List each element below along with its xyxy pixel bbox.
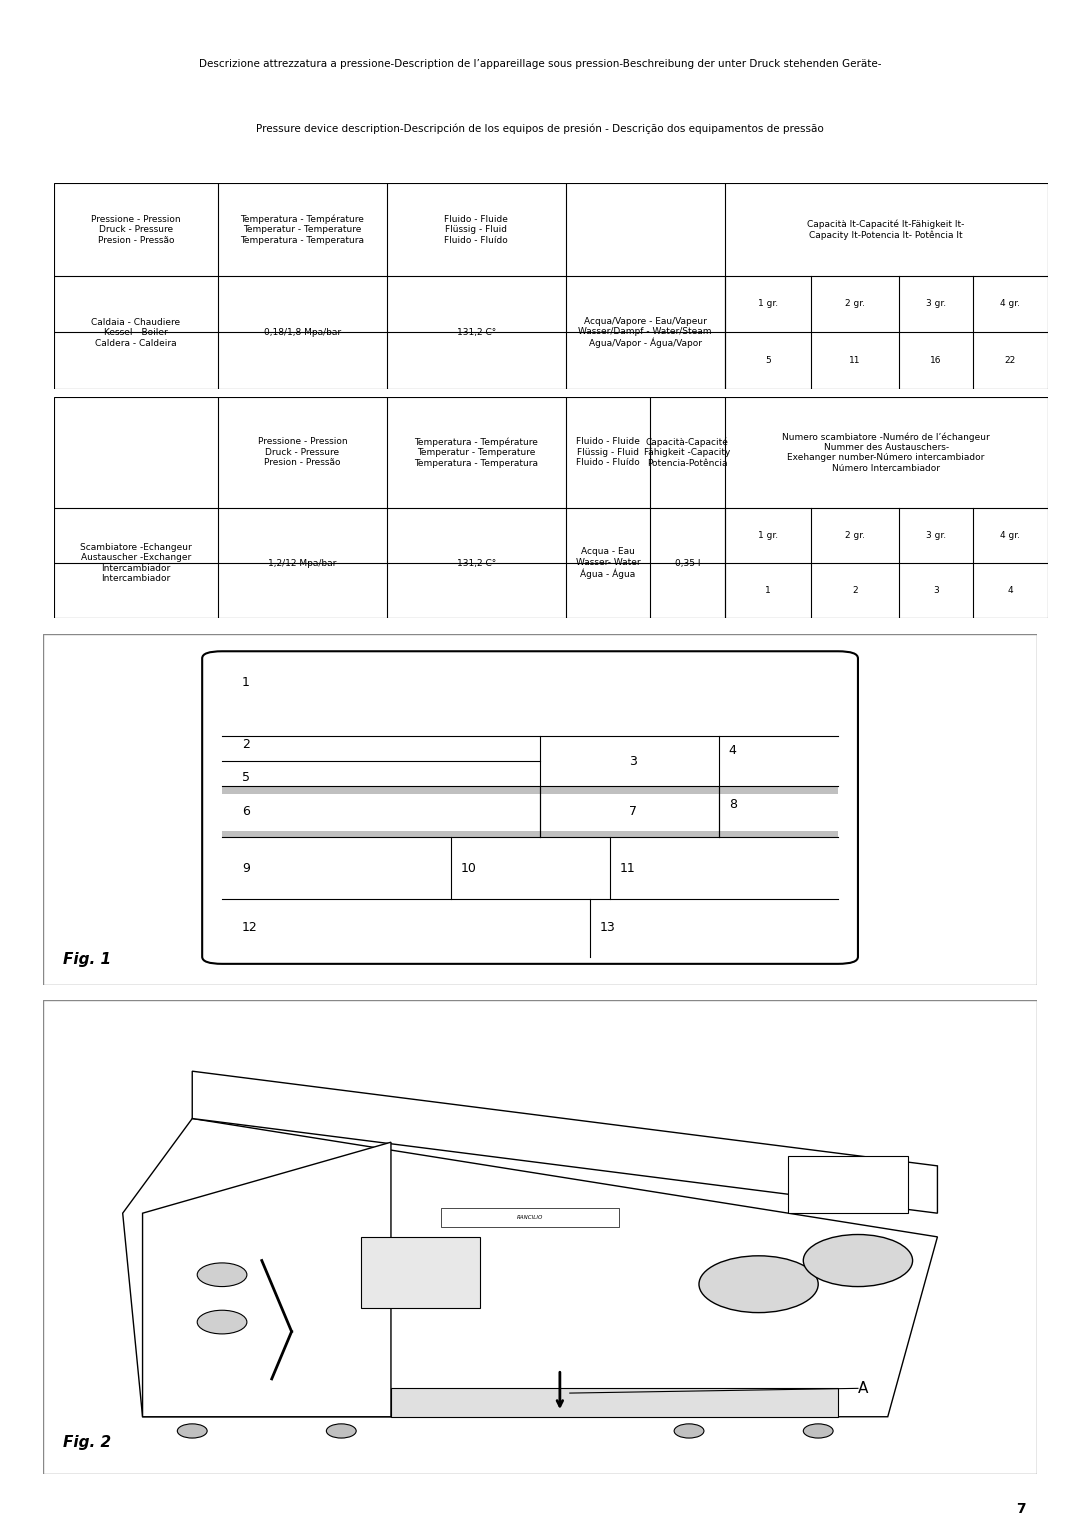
Text: Acqua/Vapore - Eau/Vapeur
Wasser/Dampf - Water/Steam
Agua/Vapor - Água/Vapor: Acqua/Vapore - Eau/Vapeur Wasser/Dampf -…: [579, 318, 712, 348]
Text: 4 gr.: 4 gr.: [1000, 531, 1021, 541]
Bar: [361, 1237, 481, 1307]
Text: Fluido - Fluide
Flüssig - Fluid
Fluido - Fluído: Fluido - Fluide Flüssig - Fluid Fluido -…: [444, 215, 509, 244]
Text: 1 gr.: 1 gr.: [758, 531, 778, 541]
Text: 131,2 C°: 131,2 C°: [457, 559, 496, 568]
Text: Capacità lt-Capacité lt-Fähigkeit lt-
Capacity lt-Potencia lt- Potência lt: Capacità lt-Capacité lt-Fähigkeit lt- Ca…: [808, 220, 964, 240]
Bar: [441, 1208, 620, 1228]
Text: 22: 22: [1004, 356, 1016, 365]
Text: 7: 7: [630, 805, 637, 818]
Text: Fluido - Fluide
Flüssig - Fluid
Fluido - Fluído: Fluido - Fluide Flüssig - Fluid Fluido -…: [576, 437, 639, 467]
Text: Fig. 1: Fig. 1: [63, 953, 111, 968]
Text: 7: 7: [1016, 1501, 1026, 1516]
Text: 8: 8: [729, 799, 737, 811]
Text: 3: 3: [933, 586, 939, 596]
Text: 0,18/1,8 Mpa/bar: 0,18/1,8 Mpa/bar: [264, 328, 341, 337]
Text: 1,2/12 Mpa/bar: 1,2/12 Mpa/bar: [268, 559, 337, 568]
Text: 11: 11: [849, 356, 861, 365]
Text: Pressione - Pression
Druck - Pressure
Presion - Pressão: Pressione - Pression Druck - Pressure Pr…: [91, 215, 180, 244]
Text: 3: 3: [630, 754, 637, 768]
Text: 2: 2: [852, 586, 858, 596]
Text: Numero scambiatore -Numéro de l’échangeur
Nummer des Austauschers-
Exehanger num: Numero scambiatore -Numéro de l’échangeu…: [782, 432, 990, 473]
Text: 3 gr.: 3 gr.: [926, 531, 946, 541]
Text: Pressure device description-Descripción de los equipos de presión - Descrição do: Pressure device description-Descripción …: [256, 124, 824, 133]
Text: Fig. 2: Fig. 2: [63, 1435, 111, 1451]
Text: 5: 5: [765, 356, 771, 365]
Circle shape: [699, 1255, 819, 1313]
Text: Acqua - Eau
Wasser- Water
Água - Água: Acqua - Eau Wasser- Water Água - Água: [576, 547, 640, 579]
Text: RANCILIO: RANCILIO: [517, 1215, 543, 1220]
Circle shape: [326, 1423, 356, 1438]
Text: Capacità-Capacité
Fähigkeit -Capacity
Potencia-Potência: Capacità-Capacité Fähigkeit -Capacity Po…: [645, 437, 730, 467]
Text: 0,35 l: 0,35 l: [675, 559, 700, 568]
Bar: [788, 1156, 907, 1212]
Circle shape: [177, 1423, 207, 1438]
Text: 2 gr.: 2 gr.: [845, 299, 865, 308]
Circle shape: [198, 1263, 247, 1287]
Polygon shape: [143, 1142, 391, 1417]
Circle shape: [804, 1234, 913, 1287]
Text: 2 gr.: 2 gr.: [845, 531, 865, 541]
Text: 10: 10: [460, 861, 476, 875]
Text: Caldaia - Chaudiere
Kessel - Boiler
Caldera - Caldeira: Caldaia - Chaudiere Kessel - Boiler Cald…: [92, 318, 180, 348]
Text: Pressione - Pression
Druck - Pressure
Presion - Pressão: Pressione - Pression Druck - Pressure Pr…: [258, 437, 347, 467]
Polygon shape: [192, 1072, 937, 1212]
Bar: [391, 1388, 838, 1417]
Text: 16: 16: [930, 356, 942, 365]
Text: Scambiatore -Echangeur
Austauscher -Exchanger
Intercambiador
Intercambiador: Scambiatore -Echangeur Austauscher -Exch…: [80, 544, 192, 583]
Text: 6: 6: [242, 805, 249, 818]
Text: A: A: [858, 1380, 868, 1396]
Circle shape: [198, 1310, 247, 1335]
Text: 2: 2: [242, 738, 249, 751]
Text: 1 gr.: 1 gr.: [758, 299, 778, 308]
Bar: [222, 831, 838, 837]
Text: 9: 9: [242, 861, 249, 875]
Text: 13: 13: [599, 921, 616, 935]
Text: 131,2 C°: 131,2 C°: [457, 328, 496, 337]
Bar: [222, 786, 838, 794]
Text: Temperatura - Température
Temperatur - Temperature
Temperatura - Temperatura: Temperatura - Température Temperatur - T…: [415, 437, 538, 467]
Text: 4: 4: [1008, 586, 1013, 596]
Text: Temperatura - Température
Temperatur - Temperature
Temperatura - Temperatura: Temperatura - Température Temperatur - T…: [241, 214, 364, 244]
Text: 5: 5: [242, 771, 249, 783]
Text: 1: 1: [765, 586, 771, 596]
Text: 1: 1: [242, 676, 249, 689]
FancyBboxPatch shape: [202, 651, 858, 964]
Text: 3 gr.: 3 gr.: [926, 299, 946, 308]
Circle shape: [804, 1423, 833, 1438]
Text: 4 gr.: 4 gr.: [1000, 299, 1021, 308]
Text: 11: 11: [620, 861, 635, 875]
Polygon shape: [123, 1118, 937, 1417]
Circle shape: [674, 1423, 704, 1438]
Text: 12: 12: [242, 921, 258, 935]
Text: Descrizione attrezzatura a pressione-Description de l’appareillage sous pression: Descrizione attrezzatura a pressione-Des…: [199, 60, 881, 69]
Text: 4: 4: [729, 744, 737, 757]
